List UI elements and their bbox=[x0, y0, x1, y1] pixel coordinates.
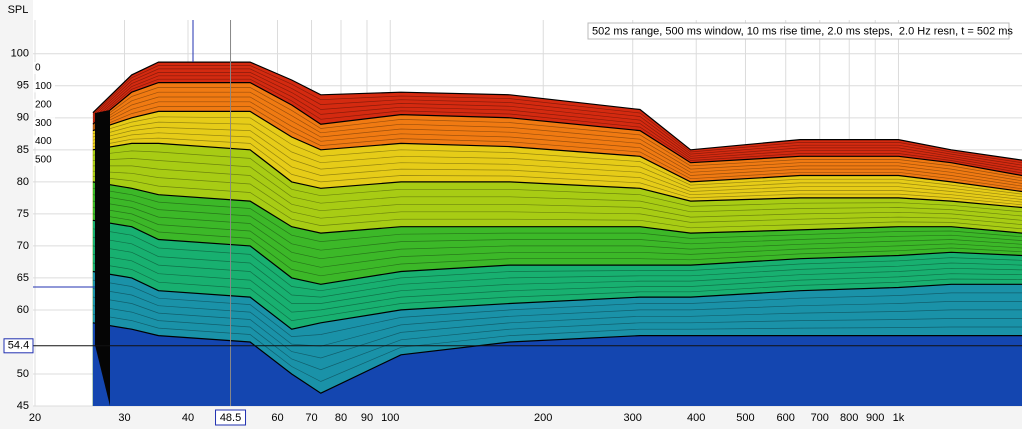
y-tick-label: 80 bbox=[17, 176, 29, 188]
contour-line bbox=[92, 200, 1022, 260]
x-tick-label: 200 bbox=[534, 412, 552, 424]
x-tick-label: 20 bbox=[29, 412, 41, 424]
contour-line bbox=[92, 187, 1022, 242]
contour-line bbox=[92, 72, 1022, 169]
x-tick-label: 80 bbox=[335, 412, 347, 424]
cursor-x-label: 48.5 bbox=[220, 412, 241, 424]
contour-line bbox=[92, 158, 1022, 217]
time-label-box bbox=[33, 117, 55, 130]
time-label-box bbox=[33, 154, 55, 166]
y-tick-label: 75 bbox=[17, 208, 29, 220]
contour-line bbox=[92, 78, 1022, 174]
x-tick-label: 40 bbox=[182, 412, 194, 424]
y-tick-label: 85 bbox=[17, 144, 29, 156]
contour-line bbox=[92, 65, 1022, 164]
x-tick-label: 500 bbox=[736, 412, 754, 424]
contour-line bbox=[92, 313, 1022, 382]
contour-line bbox=[92, 288, 1022, 347]
contour-line bbox=[92, 170, 1022, 225]
contour-line bbox=[92, 87, 1022, 179]
contour-line bbox=[92, 165, 1022, 221]
contour-line bbox=[92, 127, 1022, 200]
x-tick-label: 60 bbox=[271, 412, 283, 424]
slice-fill bbox=[92, 322, 1022, 406]
time-label-box bbox=[33, 62, 55, 74]
contour-line bbox=[92, 279, 1022, 337]
slice-ridge bbox=[92, 142, 1022, 209]
slice-ridge bbox=[92, 322, 1022, 394]
time-label-box bbox=[33, 135, 55, 148]
contour-line bbox=[92, 254, 1022, 313]
contour-line bbox=[92, 91, 1022, 182]
contour-line bbox=[92, 132, 1022, 203]
contour-line bbox=[92, 101, 1022, 187]
cursor-y-box bbox=[3, 338, 34, 354]
contour-line bbox=[92, 75, 1022, 171]
annotation-box bbox=[587, 22, 1010, 40]
x-tick-label: 100 bbox=[381, 412, 399, 424]
annotation: 502 ms range, 500 ms window, 10 ms rise … bbox=[592, 25, 1013, 37]
x-tick-label: 400 bbox=[687, 412, 705, 424]
contour-line bbox=[92, 96, 1022, 184]
time-label-box bbox=[33, 98, 55, 111]
time-tick-label: 100 bbox=[35, 81, 52, 92]
contour-line bbox=[92, 213, 1022, 277]
y-tick-label: 95 bbox=[17, 80, 29, 92]
y-tick-label: 45 bbox=[17, 400, 29, 412]
slice-ridge bbox=[92, 110, 1022, 193]
y-tick-label: 90 bbox=[17, 112, 29, 124]
slice-ridge bbox=[92, 82, 1022, 177]
contour-line bbox=[92, 245, 1022, 304]
y-tick-label: 70 bbox=[17, 240, 29, 252]
x-tick-label: 600 bbox=[777, 412, 795, 424]
y-tick-label: 50 bbox=[17, 368, 29, 380]
x-tick-label: 90 bbox=[361, 412, 373, 424]
contour-line bbox=[92, 305, 1022, 371]
x-tick-label: 300 bbox=[624, 412, 642, 424]
time-tick-label: 200 bbox=[35, 99, 52, 110]
y-axis-label: SPL bbox=[8, 4, 29, 16]
y-tick-label: 100 bbox=[11, 48, 29, 60]
time-label-box bbox=[33, 80, 55, 93]
slices bbox=[92, 61, 1022, 407]
contour-line bbox=[92, 150, 1022, 213]
side-wall bbox=[95, 110, 110, 406]
slice-ridge bbox=[92, 219, 1022, 285]
x-tick-label: 800 bbox=[840, 412, 858, 424]
contour-line bbox=[92, 116, 1022, 195]
time-tick-label: 0 bbox=[35, 63, 41, 74]
x-tick-label: 30 bbox=[118, 412, 130, 424]
contour-line bbox=[92, 68, 1022, 166]
contour-line bbox=[92, 296, 1022, 359]
slice-ridge bbox=[92, 181, 1022, 234]
x-tick-label: 70 bbox=[305, 412, 317, 424]
slice-ridge bbox=[92, 61, 1022, 161]
cursor-x-box bbox=[215, 409, 247, 426]
contour-line bbox=[92, 137, 1022, 206]
x-tick-label: 700 bbox=[811, 412, 829, 424]
cursor-y-label: 54.4 bbox=[8, 340, 29, 352]
contour-line bbox=[92, 262, 1022, 321]
time-tick-label: 500 bbox=[35, 155, 52, 166]
contour-line bbox=[92, 207, 1022, 268]
overlay: 0 100 200 300 400 500 54.4 48.5 bbox=[3, 20, 1022, 426]
contour-line bbox=[92, 121, 1022, 198]
contour-line bbox=[92, 106, 1022, 190]
y-tick-label: 60 bbox=[17, 304, 29, 316]
time-tick-label: 300 bbox=[35, 118, 52, 129]
y-tick-label: 65 bbox=[17, 272, 29, 284]
time-tick-label: 400 bbox=[35, 136, 52, 147]
contour-line bbox=[92, 176, 1022, 230]
contour-line bbox=[92, 228, 1022, 292]
contour-line bbox=[92, 194, 1022, 251]
top-band bbox=[33, 0, 1022, 20]
x-tick-label: 900 bbox=[866, 412, 884, 424]
contour-line bbox=[92, 237, 1022, 298]
slice-ridge bbox=[92, 270, 1022, 330]
x-tick-label: 1k bbox=[893, 412, 905, 424]
